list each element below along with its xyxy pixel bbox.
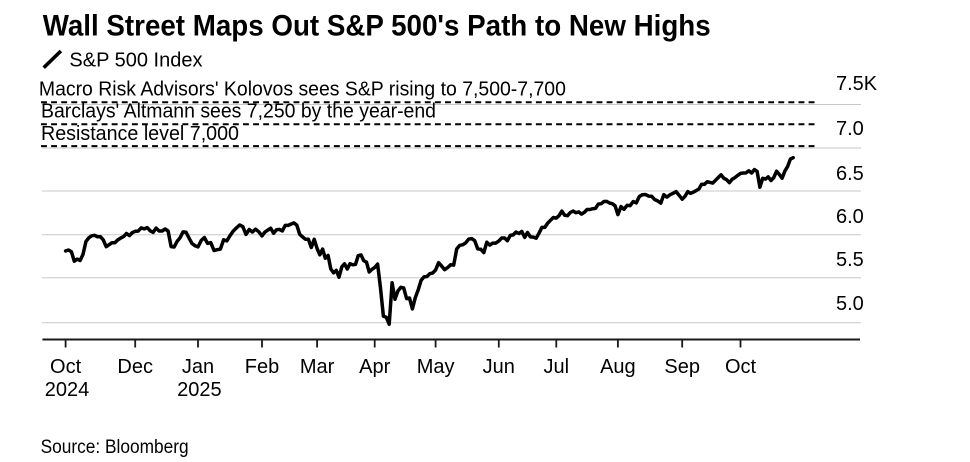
svg-text:7.0: 7.0 [836,118,864,140]
svg-text:6.0: 6.0 [836,206,864,228]
svg-text:May: May [417,356,455,378]
svg-text:Oct: Oct [725,356,757,378]
svg-text:7.5K: 7.5K [836,73,878,95]
svg-text:Resistance level 7,000: Resistance level 7,000 [41,123,239,145]
svg-text:2024: 2024 [45,379,90,401]
svg-text:Aug: Aug [600,356,636,378]
svg-text:Dec: Dec [117,356,153,378]
svg-text:Feb: Feb [245,356,279,378]
svg-text:Jun: Jun [483,356,515,378]
svg-text:Barclays' Altmann sees 7,250 b: Barclays' Altmann sees 7,250 by the year… [41,101,436,123]
svg-text:2025: 2025 [177,379,222,401]
svg-text:Sep: Sep [664,356,700,378]
svg-text:Source: Bloomberg: Source: Bloomberg [41,437,189,458]
svg-text:Apr: Apr [359,356,390,378]
svg-text:6.5: 6.5 [836,163,864,185]
svg-text:Oct: Oct [50,356,82,378]
svg-text:Wall Street Maps Out S&P 500's: Wall Street Maps Out S&P 500's Path to N… [43,10,711,43]
svg-text:Macro Risk Advisors' Kolovos s: Macro Risk Advisors' Kolovos sees S&P ri… [39,79,566,101]
svg-text:5.0: 5.0 [836,293,864,315]
svg-text:Jul: Jul [544,356,570,378]
svg-text:S&P 500 Index: S&P 500 Index [69,50,202,72]
svg-text:5.5: 5.5 [836,249,864,271]
svg-text:Mar: Mar [300,356,335,378]
svg-text:Jan: Jan [182,356,214,378]
